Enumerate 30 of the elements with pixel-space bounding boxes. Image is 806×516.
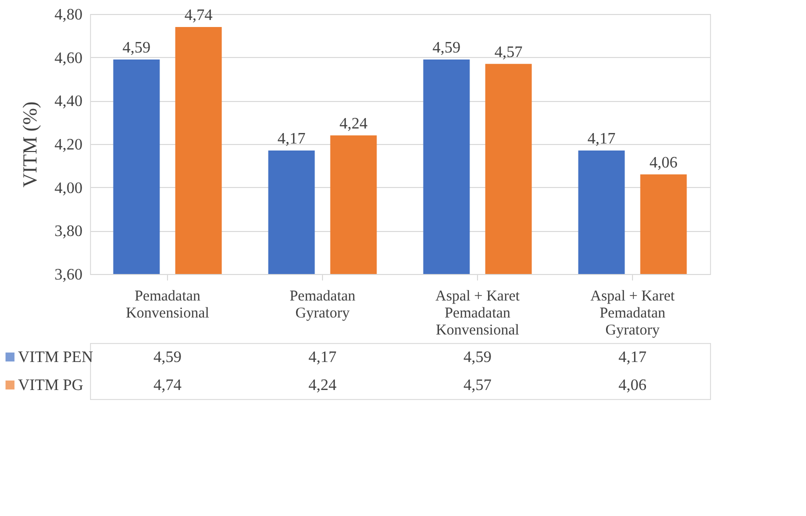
text: 4,57 bbox=[494, 44, 522, 61]
y-tick-label: 4,20 bbox=[54, 136, 82, 154]
y-tick-label: 4,80 bbox=[54, 6, 82, 24]
text: 4,59 bbox=[122, 40, 150, 56]
data-label: 4,17 bbox=[308, 349, 336, 366]
text: 4,06 bbox=[650, 154, 678, 172]
text: 4,17 bbox=[278, 130, 306, 148]
y-tick-label: 3,60 bbox=[54, 266, 82, 284]
legend-label: VITM PG bbox=[18, 377, 84, 394]
y-tick-label: 4,00 bbox=[54, 180, 82, 197]
data-label: 4,59 bbox=[464, 349, 492, 366]
y-tick-label: 4,40 bbox=[54, 93, 82, 110]
data-label: 4,24 bbox=[308, 377, 336, 394]
x-tick-label: Pemadatan Gyratory bbox=[290, 288, 356, 322]
y-tick-label: 3,80 bbox=[54, 223, 82, 240]
x-tick-label: Pemadatan Konvensional bbox=[126, 288, 210, 322]
text: 4,24 bbox=[340, 115, 368, 132]
y-tick-label: 4,60 bbox=[54, 50, 82, 67]
data-label: 4,74 bbox=[154, 377, 182, 394]
data-label: 4,17 bbox=[618, 349, 646, 366]
text: 4,59 bbox=[432, 40, 460, 56]
legend-label: VITM PEN bbox=[18, 349, 94, 366]
data-label: 4,59 bbox=[154, 349, 182, 366]
data-label: 4,57 bbox=[464, 377, 492, 394]
data-label: 4,06 bbox=[618, 377, 646, 394]
text: 4,17 bbox=[588, 130, 616, 148]
y-axis-title: VITM (%) bbox=[20, 101, 42, 188]
x-tick-label: Aspal + Karet Pemadatan Gyratory bbox=[590, 288, 676, 338]
text: 4,74 bbox=[184, 7, 212, 24]
x-tick-label: Aspal + Karet Pemadatan Konvensional bbox=[435, 288, 520, 338]
